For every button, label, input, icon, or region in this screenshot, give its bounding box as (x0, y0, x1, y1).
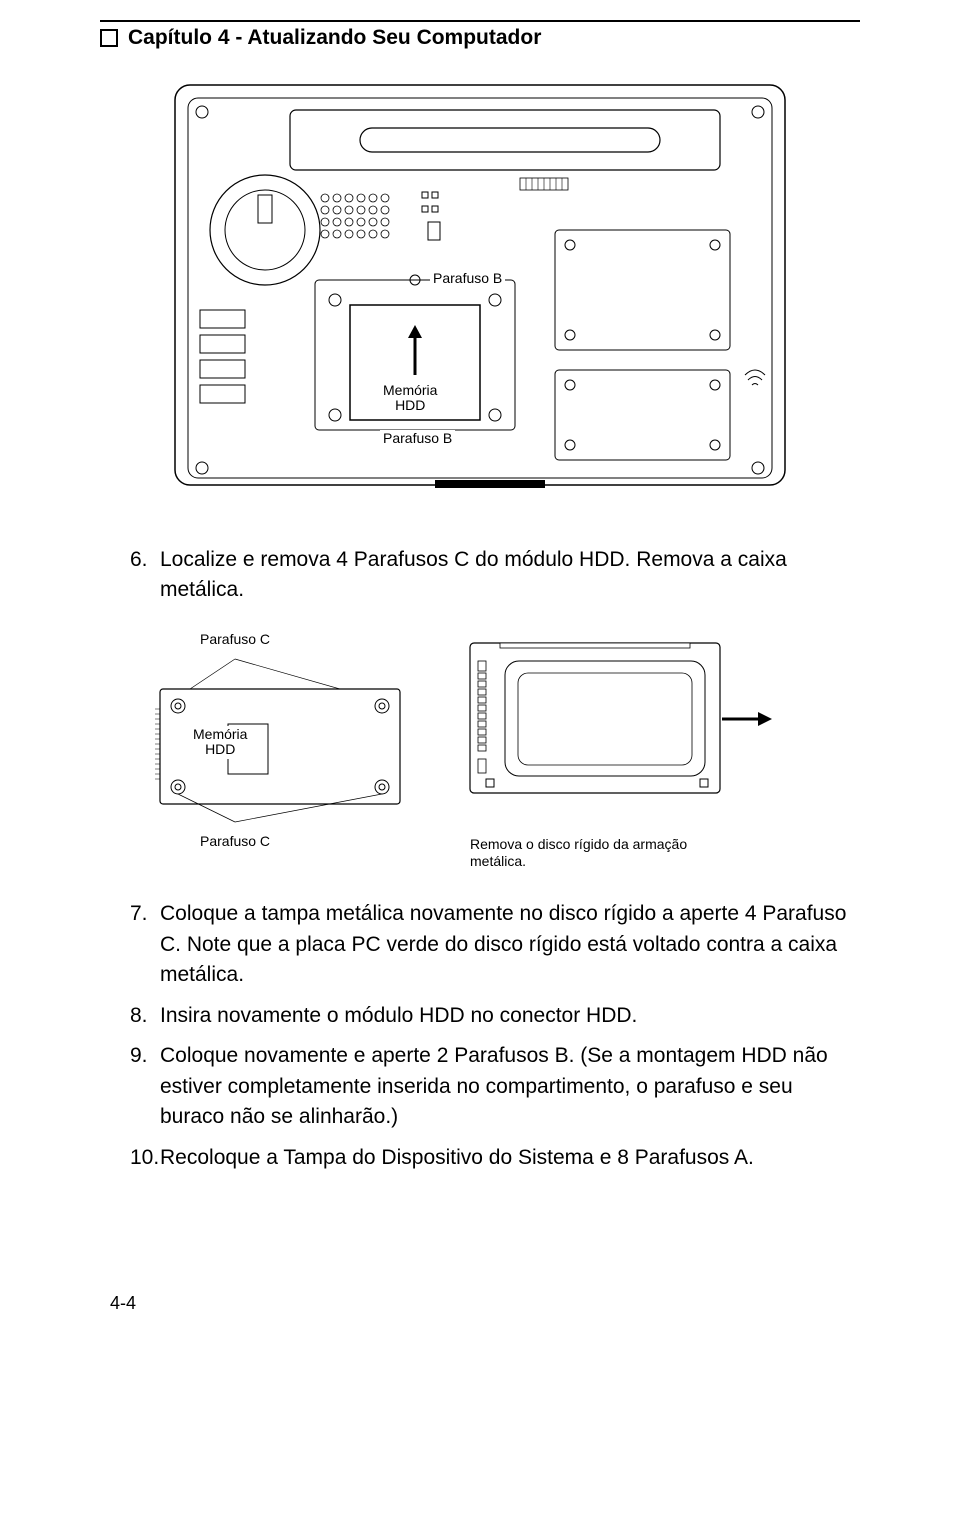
label-remove-caption: Remova o disco rígido da armação metálic… (470, 836, 730, 870)
label-parafuso-b-bottom: Parafuso B (380, 430, 455, 447)
hdd-diagrams-row: Parafuso C (140, 631, 860, 870)
computer-internals-diagram (170, 80, 790, 500)
main-diagram: Parafuso B Memória HDD Parafuso B (170, 80, 790, 505)
hdd-module-diagram: Parafuso C (140, 631, 420, 850)
label-parafuso-c-top: Parafuso C (200, 631, 420, 648)
chapter-header: Capítulo 4 - Atualizando Seu Computador (100, 26, 860, 50)
square-marker-icon (100, 29, 118, 47)
label-parafuso-c-bottom: Parafuso C (200, 833, 420, 850)
step-9: 9.Coloque novamente e aperte 2 Parafusos… (100, 1041, 860, 1132)
label-memoria-hdd-2: Memória HDD (190, 726, 250, 759)
step-10: 10.Recoloque a Tampa do Dispositivo do S… (100, 1143, 860, 1173)
step-8: 8.Insira novamente o módulo HDD no conec… (100, 1001, 860, 1031)
hdd-frame-diagram: Remova o disco rígido da armação metálic… (450, 631, 790, 870)
label-parafuso-b-top: Parafuso B (430, 270, 505, 287)
step-7: 7.Coloque a tampa metálica novamente no … (100, 899, 860, 990)
step-6: 6.Localize e remova 4 Parafusos C do mód… (100, 545, 860, 606)
label-memoria-hdd: Memória HDD (380, 382, 440, 415)
page-number: 4-4 (100, 1293, 860, 1314)
chapter-title: Capítulo 4 - Atualizando Seu Computador (128, 26, 541, 50)
